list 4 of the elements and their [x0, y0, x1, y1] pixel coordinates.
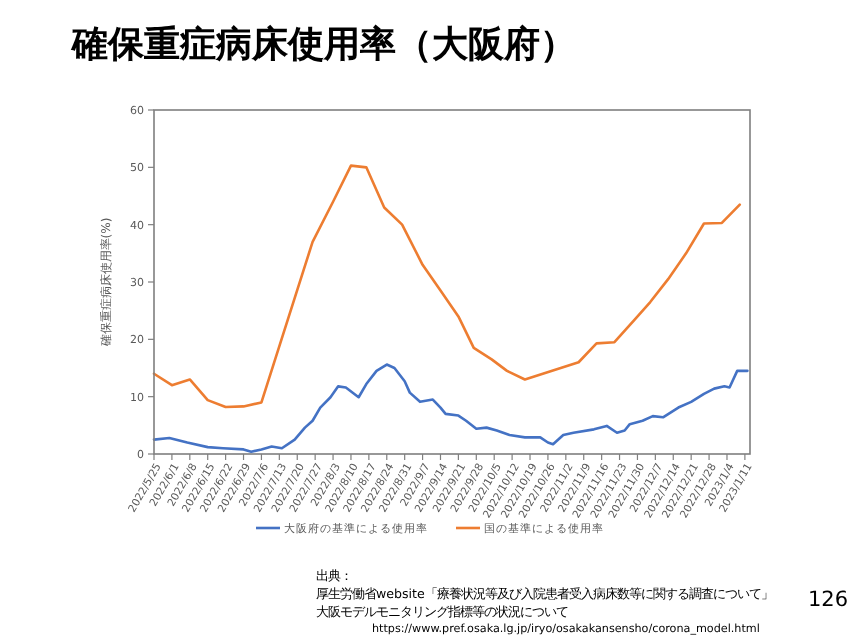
line-series	[152, 363, 749, 454]
chart-title: 確保重症病床使用率（大阪府）	[70, 24, 576, 66]
line-series	[152, 164, 742, 409]
text: 126	[808, 588, 849, 612]
